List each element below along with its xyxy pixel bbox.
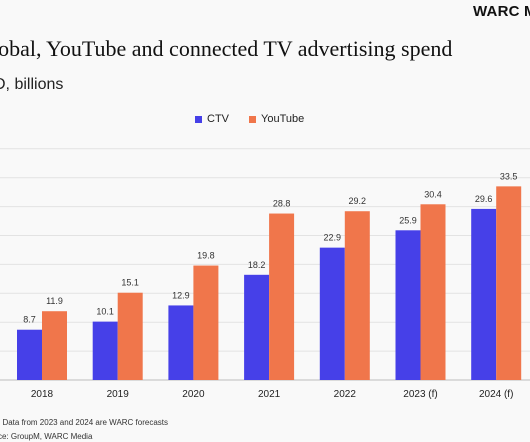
legend-label-ctv: CTV	[207, 113, 229, 125]
data-label-ctv-3: 18.2	[248, 260, 266, 270]
data-label-ctv-4: 22.9	[324, 233, 342, 243]
source-note: ce: GroupM, WARC Media	[0, 432, 93, 441]
bar-youtube-6	[496, 186, 522, 380]
data-label-youtube-1: 15.1	[121, 278, 139, 288]
x-tick-label: 2021	[258, 389, 281, 400]
chart-subtitle: D, billions	[0, 76, 64, 93]
data-label-youtube-0: 11.9	[46, 296, 63, 306]
data-label-ctv-0: 8.7	[23, 315, 36, 325]
legend-label-youtube: YouTube	[261, 113, 305, 125]
legend-item-youtube: YouTube	[249, 113, 304, 125]
x-tick-label: 2022	[334, 389, 357, 400]
bar-youtube-3	[269, 213, 295, 380]
x-tick-label: 2024 (f)	[479, 389, 513, 400]
data-label-ctv-6: 29.6	[475, 194, 493, 204]
legend-swatch-ctv	[195, 115, 202, 123]
bar-ctv-4	[319, 247, 345, 380]
data-label-ctv-2: 12.9	[172, 290, 190, 300]
bar-youtube-5	[420, 204, 446, 380]
x-tick-label: 2018	[31, 389, 54, 400]
x-tick-label: 2020	[182, 389, 205, 400]
x-tick-label: 2023 (f)	[403, 389, 437, 400]
bar-youtube-1	[117, 292, 143, 380]
data-label-youtube-3: 28.8	[273, 199, 291, 209]
data-label-youtube-4: 29.2	[349, 196, 367, 206]
bar-chart: 8.7 11.9 10.1 15.1 12.9 19.8 18.2 28.8 22.9 29.2 2…	[0, 148, 530, 400]
bar-youtube-2	[193, 265, 219, 380]
footnote: : Data from 2023 and 2024 are WARC forec…	[0, 418, 169, 427]
bar-ctv-0	[17, 329, 42, 380]
data-label-youtube-6: 33.5	[500, 171, 518, 181]
legend-swatch-youtube	[249, 115, 256, 123]
chart-legend: CTV YouTube	[195, 113, 304, 125]
legend-item-ctv: CTV	[195, 113, 229, 125]
bar-ctv-2	[168, 305, 194, 380]
data-label-youtube-2: 19.8	[197, 251, 215, 261]
bar-ctv-3	[244, 274, 270, 380]
data-label-ctv-5: 25.9	[399, 215, 417, 225]
chart-title: lobal, YouTube and connected TV advertis…	[0, 36, 453, 61]
bar-youtube-0	[42, 311, 67, 380]
bar-youtube-4	[344, 211, 370, 380]
brand-logo: WARC M	[473, 3, 530, 20]
bar-ctv-1	[92, 321, 118, 380]
x-tick-label: 2019	[107, 389, 130, 400]
bar-ctv-6	[471, 208, 497, 380]
bar-ctv-5	[395, 230, 421, 380]
data-label-youtube-5: 30.4	[424, 189, 442, 199]
data-label-ctv-1: 10.1	[96, 307, 114, 317]
